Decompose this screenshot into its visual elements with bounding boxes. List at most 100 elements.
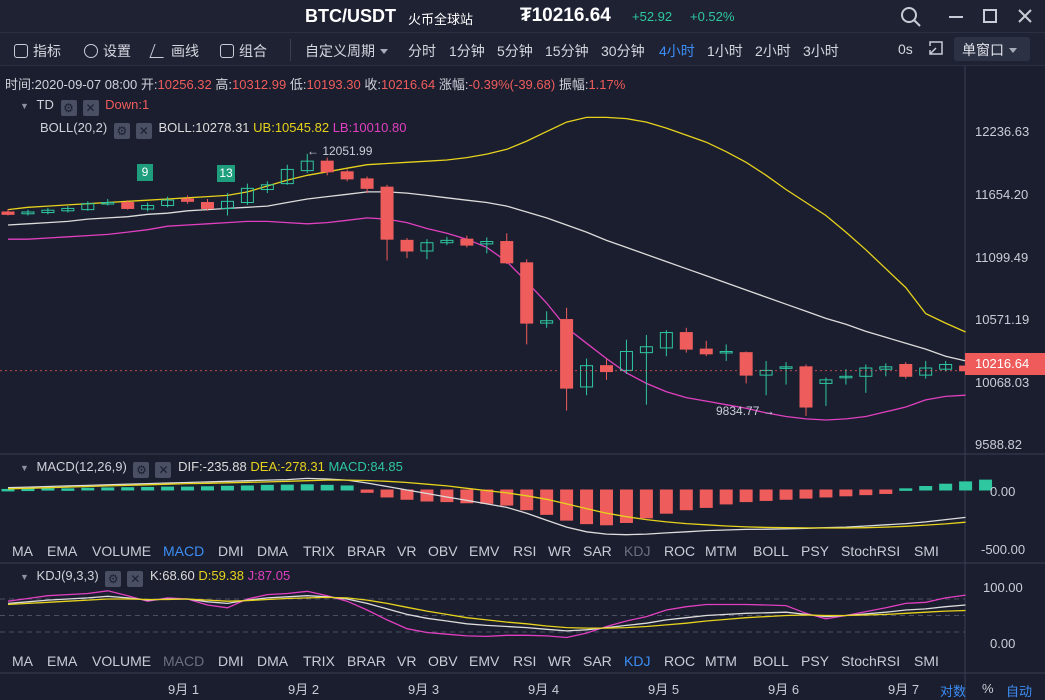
indicator-tab-trix[interactable]: TRIX	[303, 653, 335, 669]
period-tab[interactable]: 2小时	[755, 43, 791, 59]
indicator-tab-brar[interactable]: BRAR	[347, 653, 386, 669]
indicator-tab-mtm[interactable]: MTM	[705, 543, 737, 559]
custom-period-dropdown[interactable]: 自定义周期	[305, 41, 388, 61]
auto-scale-button[interactable]: 自动	[1006, 684, 1033, 699]
maximize-icon[interactable]	[980, 6, 1000, 26]
gear-icon[interactable]: ⚙	[105, 571, 122, 587]
search-icon[interactable]	[900, 6, 921, 27]
macd-histogram-bar	[699, 489, 713, 508]
period-tab[interactable]: 5分钟	[497, 43, 533, 59]
macd-histogram-bar	[21, 488, 35, 492]
indicator-tab-stochrsi[interactable]: StochRSI	[841, 543, 901, 559]
indicator-tab-sar[interactable]: SAR	[583, 543, 612, 559]
indicator-tab-boll[interactable]: BOLL	[753, 653, 789, 669]
gear-icon[interactable]: ⚙	[113, 123, 130, 139]
log-scale-button[interactable]: 对数	[940, 684, 967, 699]
indicator-tab-boll[interactable]: BOLL	[753, 543, 789, 559]
change-pct: +0.52%	[690, 9, 735, 24]
boll-upper-line	[7, 116, 966, 333]
indicator-button[interactable]: 指标	[14, 41, 61, 61]
collapse-icon[interactable]: ▼	[20, 463, 29, 473]
candle-down	[460, 238, 474, 246]
gear-icon[interactable]: ⚙	[133, 462, 150, 478]
collapse-icon[interactable]: ▼	[20, 101, 29, 111]
period-tab[interactable]: 分时	[408, 43, 436, 59]
indicator-tab-ma[interactable]: MA	[12, 653, 33, 669]
macd-histogram-bar	[41, 488, 55, 491]
indicator-tab-mtm[interactable]: MTM	[705, 653, 737, 669]
candle-down	[679, 332, 693, 350]
close-icon[interactable]: ✕	[135, 123, 152, 139]
collapse-icon[interactable]: ▼	[20, 572, 29, 582]
indicator-tab-emv[interactable]: EMV	[469, 653, 500, 669]
indicator-tab-volume[interactable]: VOLUME	[92, 543, 152, 559]
period-tab[interactable]: 1分钟	[449, 43, 485, 59]
indicator-tab-volume[interactable]: VOLUME	[92, 653, 152, 669]
indicator-tab-trix[interactable]: TRIX	[303, 543, 335, 559]
indicator-tab-dma[interactable]: DMA	[257, 653, 289, 669]
indicator-tab-smi[interactable]: SMI	[914, 543, 939, 559]
candle-up	[101, 202, 115, 205]
combo-button[interactable]: 组合	[220, 41, 267, 61]
indicator-tab-ma[interactable]: MA	[12, 543, 33, 559]
combo-label: 组合	[239, 43, 267, 59]
period-tab[interactable]: 3小时	[803, 43, 839, 59]
indicator-tab-stochrsi[interactable]: StochRSI	[841, 653, 901, 669]
macd-histogram-bar	[959, 481, 973, 491]
indicator-tab-macd[interactable]: MACD	[163, 653, 205, 669]
indicator-tab-ema[interactable]: EMA	[47, 653, 78, 669]
indicator-tab-ema[interactable]: EMA	[47, 543, 78, 559]
macd-histogram-bar	[859, 489, 873, 496]
boll-legend: BOLL(20,2) ⚙ ✕ BOLL:10278.31 UB:10545.82 …	[40, 120, 406, 139]
price-axis-label: 12236.63	[975, 124, 1030, 139]
candle-down	[340, 171, 354, 180]
close-icon[interactable]: ✕	[155, 462, 172, 478]
indicator-tab-psy[interactable]: PSY	[801, 653, 830, 669]
window-mode-dropdown[interactable]: 单窗口	[954, 37, 1030, 61]
period-tab[interactable]: 1小时	[707, 43, 743, 59]
indicator-tab-rsi[interactable]: RSI	[513, 653, 537, 669]
indicator-tab-wr[interactable]: WR	[548, 653, 572, 669]
indicator-tab-kdj[interactable]: KDJ	[624, 653, 651, 669]
indicator-tab-sar[interactable]: SAR	[583, 653, 612, 669]
macd-axis-low: -500.00	[981, 542, 1026, 557]
draw-button[interactable]: 画线	[149, 41, 199, 61]
close-icon[interactable]: ✕	[127, 571, 144, 587]
gear-icon[interactable]: ⚙	[60, 100, 77, 116]
minimize-icon[interactable]	[946, 6, 966, 26]
period-tab[interactable]: 30分钟	[601, 43, 645, 59]
macd-histogram-bar	[1, 488, 15, 492]
candle-down	[181, 198, 195, 202]
indicator-tab-roc[interactable]: ROC	[664, 543, 696, 559]
pair-title[interactable]: BTC/USDT	[305, 6, 396, 26]
indicator-tab-roc[interactable]: ROC	[664, 653, 696, 669]
indicator-tab-vr[interactable]: VR	[397, 543, 417, 559]
indicator-tab-wr[interactable]: WR	[548, 543, 572, 559]
indicator-tab-brar[interactable]: BRAR	[347, 543, 386, 559]
close-icon[interactable]	[1015, 6, 1035, 26]
indicator-tab-obv[interactable]: OBV	[428, 653, 458, 669]
close-icon[interactable]: ✕	[82, 100, 99, 116]
macd-histogram-bar	[480, 489, 494, 504]
indicator-tab-obv[interactable]: OBV	[428, 543, 458, 559]
candle-down	[500, 241, 514, 264]
indicator-tab-smi[interactable]: SMI	[914, 653, 939, 669]
indicator-tab-dmi[interactable]: DMI	[218, 653, 244, 669]
indicator-tab-kdj[interactable]: KDJ	[624, 543, 651, 559]
settings-button[interactable]: 设置	[84, 41, 131, 61]
expand-icon[interactable]	[928, 40, 944, 59]
period-tab[interactable]: 4小时	[659, 43, 695, 59]
macd-histogram-bar	[679, 489, 693, 511]
indicator-tab-rsi[interactable]: RSI	[513, 543, 537, 559]
period-tab[interactable]: 15分钟	[545, 43, 589, 59]
percent-scale-button[interactable]: %	[982, 681, 994, 696]
indicator-tab-dma[interactable]: DMA	[257, 543, 289, 559]
close-label: 收:	[364, 77, 381, 92]
indicator-tab-psy[interactable]: PSY	[801, 543, 830, 559]
indicator-tab-emv[interactable]: EMV	[469, 543, 500, 559]
candle-down	[380, 186, 394, 240]
indicator-tab-dmi[interactable]: DMI	[218, 543, 244, 559]
indicator-tab-macd[interactable]: MACD	[163, 543, 205, 559]
indicator-tab-vr[interactable]: VR	[397, 653, 417, 669]
